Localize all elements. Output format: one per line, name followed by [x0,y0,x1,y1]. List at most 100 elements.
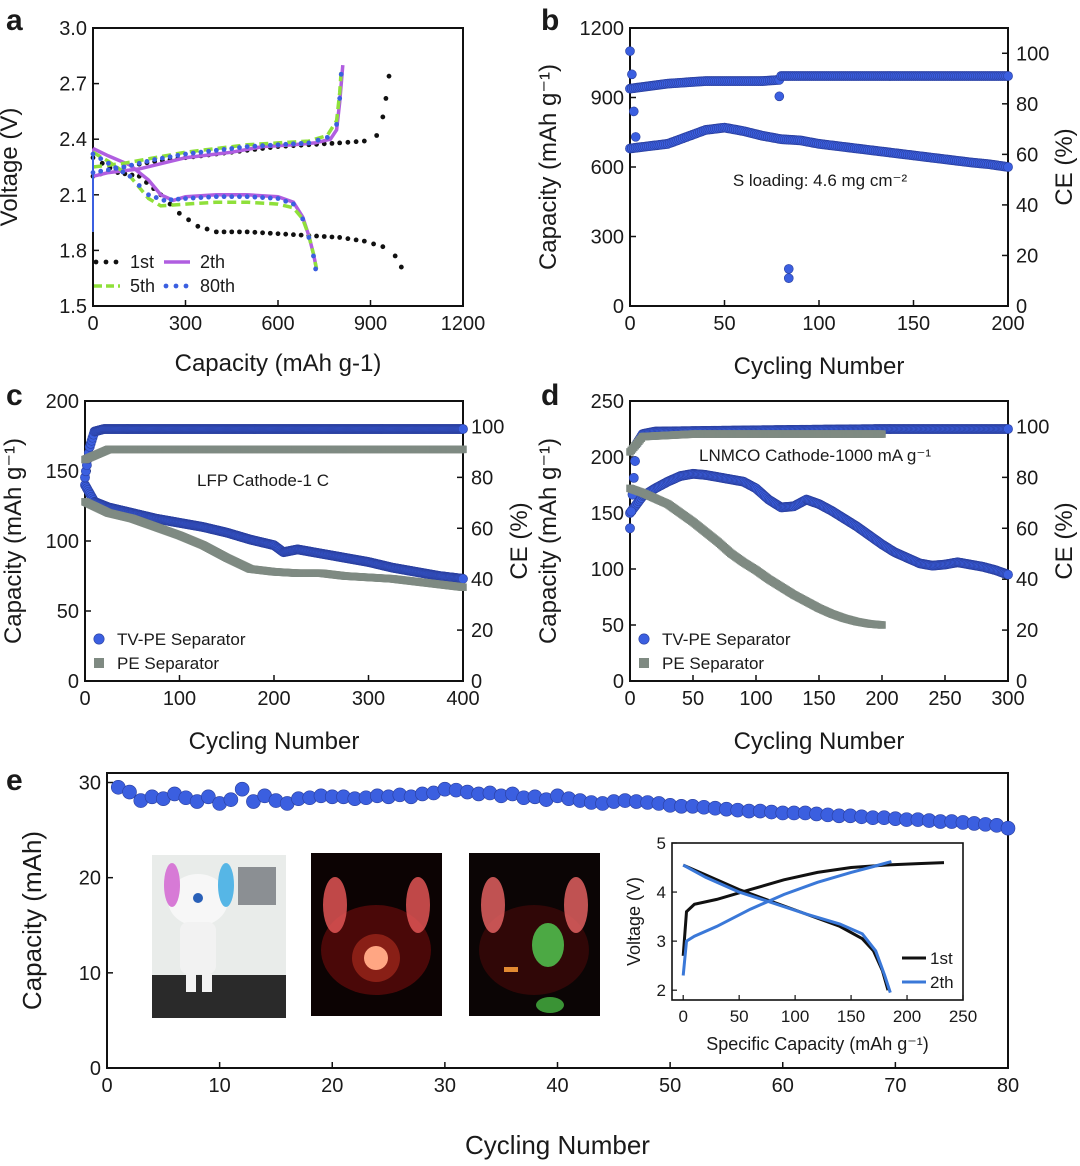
y2-tick-label: 40 [1016,195,1038,217]
x-tick-label: 900 [354,313,387,335]
inset-y-tick-label: 2 [657,981,666,1000]
curve-80th-charge [136,160,142,166]
legend-swatch [639,658,649,668]
curve-80th-discharge [237,194,242,200]
data-point-ce [1003,71,1013,81]
legend-swatch [113,259,119,265]
curve-80th-charge [237,145,242,150]
data-point-ce [626,506,637,517]
y2-tick-label: 40 [1016,569,1038,591]
x-tick-label: 0 [624,688,635,710]
inset-curve-1st-charge [681,861,945,956]
outlier-point [627,69,637,80]
data-point-capacity [458,573,468,584]
curve-2th-charge [92,64,345,179]
capacity-point [201,789,216,805]
x-tick-label: 300 [169,313,202,335]
curve-80th-discharge [175,196,181,202]
data-point-ce [458,424,468,434]
green-glow-photo [469,853,600,1016]
x-tick-label: 300 [991,688,1024,710]
inset-photos [152,853,600,1018]
y-tick-label: 150 [591,503,624,525]
legend-label: TV-PE Separator [662,630,791,649]
inset-frame [671,842,964,1001]
y-tick-label: 2.4 [59,129,87,151]
curve-1st-discharge [337,235,343,240]
outlier-point [628,106,639,117]
legend-label: 80th [200,276,235,296]
curve-1st-discharge [221,229,227,235]
y2-axis-label: CE (%) [1051,128,1078,205]
curve-80th-discharge [300,216,306,222]
curve-80th-charge [315,137,321,143]
curve-1st-discharge [353,237,359,243]
x-tick-label: 100 [163,688,196,710]
curve-1st-charge [386,73,392,79]
curve-1st-discharge [186,217,191,223]
y2-tick-label: 60 [1016,144,1038,166]
curve-80th-charge [324,134,330,140]
curve-80th-charge [98,168,104,174]
y-axis-label: Voltage (V) [0,108,23,227]
x-tick-label: 0 [624,313,635,335]
y-axis-label: Capacity (mAh) [17,831,47,1010]
curve-80th-discharge [106,160,111,166]
legend-swatch [183,283,189,289]
y2-tick-label: 100 [1016,416,1049,438]
curve-1st-discharge [176,210,182,216]
x-tick-label: 30 [434,1075,456,1097]
curve-80th-charge [190,150,196,156]
x-tick-label: 20 [321,1075,343,1097]
data-point-ce [630,456,640,466]
curve-1st-charge [353,139,359,145]
y-tick-label: 10 [79,963,101,985]
curve-80th-charge [121,164,127,170]
legend-label: 2th [200,252,225,272]
curve-1st-discharge [260,230,265,236]
curve-1st-discharge [267,230,273,236]
x-axis-label: Cycling Number [734,353,905,380]
curve-80th-discharge [306,235,312,240]
curve-80th-discharge [183,196,188,201]
curve-80th-discharge [311,253,316,259]
curve-1st-discharge [275,231,281,237]
curve-80th-discharge [168,197,174,203]
inset-x-tick-label: 50 [730,1007,749,1026]
x-tick-label: 200 [257,688,290,710]
curve-1st-discharge [252,229,258,235]
inset-y-axis-label: Voltage (V) [624,877,644,966]
inset-x-tick-label: 200 [893,1007,921,1026]
curve-1st-discharge [345,236,351,242]
curve-80th-charge [175,153,181,158]
x-axis-label: Capacity (mAh g-1) [175,350,382,377]
curve-80th-discharge [283,198,289,204]
curve-1st-discharge [380,244,386,250]
curve-1st-charge [380,114,386,120]
y-tick-label: 100 [46,531,79,553]
capacity-point [234,781,250,797]
y-tick-label: 200 [591,447,624,469]
curve-80th-charge [338,71,344,77]
curve-80th-charge [159,155,165,161]
x-tick-label: 50 [682,688,704,710]
curve-80th-charge [334,121,339,127]
x-tick-label: 50 [659,1075,681,1097]
curve-80th-discharge [206,194,212,200]
x-axis-label: Cycling Number [465,1130,650,1160]
curve-1st-discharge [204,226,210,232]
inset-x-tick-label: 150 [837,1007,865,1026]
y2-tick-label: 20 [471,620,493,642]
panel-a: 0 300 600 900 1200 Capacity (mAh g-1) 1.5 1.8 2.… [0,18,485,377]
legend-swatch [638,633,650,645]
x-tick-label: 70 [884,1075,906,1097]
x-tick-label: 0 [87,313,98,335]
curve-80th-charge [291,141,296,147]
curve-80th-discharge [198,195,204,200]
curve-1st-discharge [244,229,250,235]
x-tick-label: 200 [991,313,1024,335]
red-glow-photo [311,853,442,1016]
inset-x-tick-label: 100 [781,1007,809,1026]
